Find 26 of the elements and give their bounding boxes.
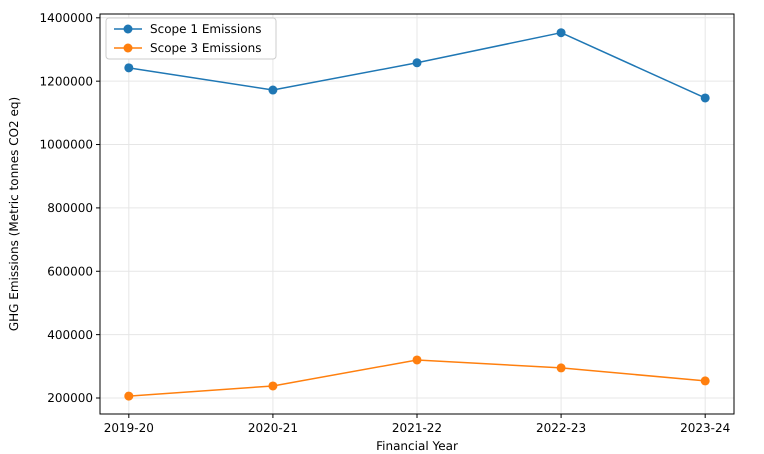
- point: [124, 392, 134, 401]
- x-tick-label: 2022-23: [536, 421, 586, 435]
- point: [268, 86, 278, 95]
- y-tick-label: 800000: [47, 201, 93, 216]
- y-axis-title: GHG Emissions (Metric tonnes CO2 eq): [7, 96, 21, 332]
- legend-label: Scope 1 Emissions: [150, 22, 262, 36]
- point: [268, 381, 278, 390]
- y-tick-label: 1000000: [40, 138, 93, 152]
- x-tick-label: 2021-22: [392, 421, 442, 435]
- y-tick-label: 1200000: [40, 74, 93, 88]
- point: [412, 58, 422, 68]
- y-tick-label: 600000: [47, 264, 93, 278]
- point: [700, 93, 710, 102]
- legend-label: Scope 3 Emissions: [150, 41, 262, 56]
- point: [556, 28, 566, 38]
- point: [556, 363, 566, 372]
- y-tick-label: 400000: [47, 328, 93, 342]
- point: [412, 355, 422, 364]
- point: [700, 376, 710, 386]
- x-tick-label: 2023-24: [680, 421, 730, 435]
- x-tick-label: 2019-20: [104, 421, 154, 435]
- y-tick-label: 200000: [47, 391, 93, 406]
- point: [124, 63, 134, 72]
- x-axis-title: Financial Year: [376, 439, 458, 453]
- y-tick-label: 1400000: [40, 11, 93, 25]
- x-tick-label: 2020-21: [248, 421, 298, 435]
